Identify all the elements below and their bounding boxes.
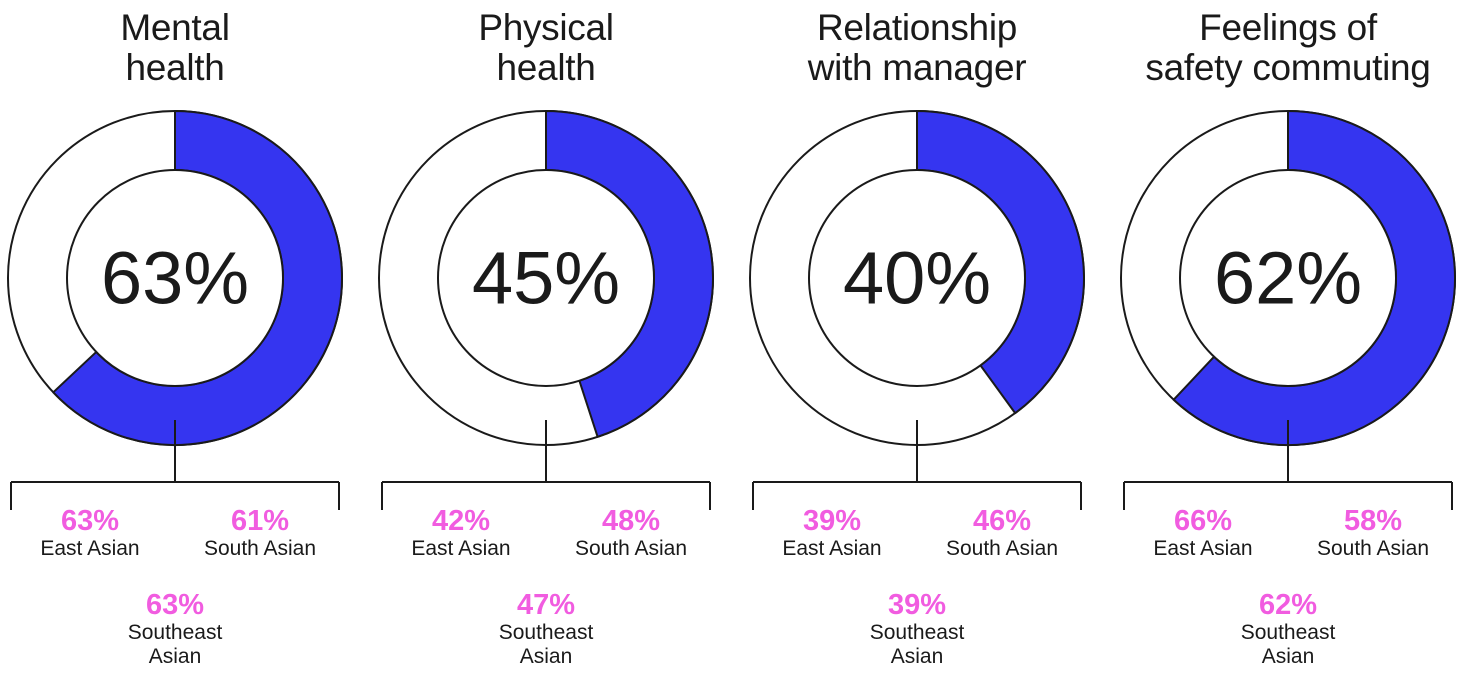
donut-chart: 62% — [1120, 110, 1456, 446]
group-percent: 39% — [802, 505, 862, 537]
group-label: East Asian — [782, 537, 882, 560]
group-south-asian: 46% South Asian — [922, 505, 1082, 561]
donut-chart: 45% — [378, 110, 714, 446]
group-label: South Asian — [574, 537, 688, 560]
group-label: South Asian — [945, 537, 1059, 560]
group-label: East Asian — [411, 537, 511, 560]
donut-hole — [437, 169, 655, 387]
group-percent: 46% — [972, 505, 1032, 537]
group-percent: 62% — [1258, 589, 1318, 621]
group-east-asian: 63% East Asian — [10, 505, 170, 561]
group-label: Southeast Asian — [869, 621, 965, 668]
breakdown-bracket — [752, 420, 1082, 510]
chart-panel-physical-health: Physical health 45% 42% East Asian 48% S… — [376, 0, 716, 677]
donut-chart: 40% — [749, 110, 1085, 446]
group-percent: 63% — [60, 505, 120, 537]
group-percent: 47% — [516, 589, 576, 621]
chart-panel-mental-health: Mental health 63% 63% East Asian 61% Sou… — [5, 0, 345, 677]
group-label: Southeast Asian — [1240, 621, 1336, 668]
group-percent: 61% — [230, 505, 290, 537]
group-southeast-asian: 39% Southeast Asian — [837, 589, 997, 669]
group-percent: 42% — [431, 505, 491, 537]
breakdown-bracket — [381, 420, 711, 510]
donut-value-label: 62% — [1214, 237, 1362, 320]
group-southeast-asian: 63% Southeast Asian — [95, 589, 255, 669]
group-label: Southeast Asian — [498, 621, 594, 668]
panel-title: Relationship with manager — [807, 7, 1027, 88]
donut-chart: 63% — [7, 110, 343, 446]
group-southeast-asian: 47% Southeast Asian — [466, 589, 626, 669]
donut-value-label: 63% — [101, 237, 249, 320]
group-south-asian: 48% South Asian — [551, 505, 711, 561]
group-percent: 58% — [1343, 505, 1403, 537]
group-east-asian: 42% East Asian — [381, 505, 541, 561]
group-percent: 39% — [887, 589, 947, 621]
donut-hole — [66, 169, 284, 387]
group-percent: 66% — [1173, 505, 1233, 537]
group-east-asian: 66% East Asian — [1123, 505, 1283, 561]
group-percent: 48% — [601, 505, 661, 537]
chart-panel-relationship-with-manager: Relationship with manager 40% 39% East A… — [747, 0, 1087, 677]
panel-title: Feelings of safety commuting — [1145, 7, 1431, 88]
chart-panel-feelings-of-safety-commuting: Feelings of safety commuting 62% 66% Eas… — [1118, 0, 1458, 677]
donut-value-label: 45% — [472, 237, 620, 320]
group-label: East Asian — [40, 537, 140, 560]
group-percent: 63% — [145, 589, 205, 621]
group-label: South Asian — [1316, 537, 1430, 560]
panel-title: Mental health — [120, 7, 230, 88]
group-label: South Asian — [203, 537, 317, 560]
breakdown-bracket — [1123, 420, 1453, 510]
group-label: East Asian — [1153, 537, 1253, 560]
group-south-asian: 58% South Asian — [1293, 505, 1453, 561]
panel-title: Physical health — [478, 7, 614, 88]
donut-hole — [1179, 169, 1397, 387]
group-south-asian: 61% South Asian — [180, 505, 340, 561]
group-southeast-asian: 62% Southeast Asian — [1208, 589, 1368, 669]
breakdown-bracket — [10, 420, 340, 510]
group-label: Southeast Asian — [127, 621, 223, 668]
donut-value-label: 40% — [843, 237, 991, 320]
donut-hole — [808, 169, 1026, 387]
group-east-asian: 39% East Asian — [752, 505, 912, 561]
